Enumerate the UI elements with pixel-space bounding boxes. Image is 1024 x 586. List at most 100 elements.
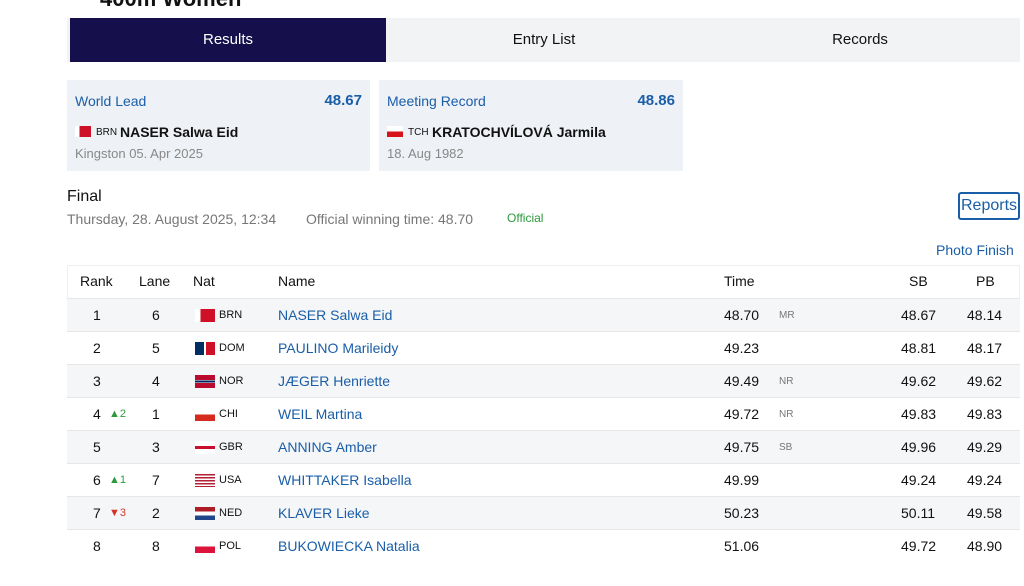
result-row: 8 8 POL BUKOWIECKA Natalia 51.06 49.72 48.90	[67, 529, 1020, 563]
flag	[195, 540, 215, 553]
winning-time: Official winning time: 48.70	[306, 211, 474, 227]
flag	[195, 441, 215, 454]
flag	[75, 126, 91, 137]
tab-results[interactable]: Results	[70, 18, 386, 62]
record-detail: 18. Aug 1982	[387, 146, 464, 161]
column-header: SB	[909, 273, 928, 289]
time: 49.49	[724, 373, 760, 389]
column-header: Time	[724, 273, 755, 289]
column-header: PB	[976, 273, 995, 289]
rank: 2	[93, 340, 101, 356]
record-detail: Kingston 05. Apr 2025	[75, 146, 203, 161]
time: 49.23	[724, 340, 760, 356]
flag	[195, 507, 215, 520]
record-time: 48.86	[637, 92, 675, 109]
season-best: 49.83	[901, 406, 937, 422]
rank: 4	[93, 406, 101, 422]
rank: 5	[93, 439, 101, 455]
athlete-name[interactable]: BUKOWIECKA Natalia	[278, 538, 420, 554]
flag	[195, 375, 215, 388]
lane: 7	[152, 472, 160, 488]
result-row: 7 ▼3 2 NED KLAVER Lieke 50.23 50.11 49.58	[67, 496, 1020, 530]
rank: 7	[93, 505, 101, 521]
time: 49.72	[724, 406, 760, 422]
final-title: Final	[67, 188, 102, 205]
result-row: 6 ▲1 7 USA WHITTAKER Isabella 49.99 49.24 49.24	[67, 463, 1020, 497]
table-header: Rank Lane Nat Name Time SB PB	[67, 265, 1020, 298]
tab-records[interactable]: Records	[832, 31, 888, 48]
athlete-name[interactable]: JÆGER Henriette	[278, 373, 391, 389]
season-best: 49.72	[901, 538, 937, 554]
athlete-name[interactable]: WEIL Martina	[278, 406, 363, 422]
flag	[195, 408, 215, 421]
flag	[195, 342, 215, 355]
season-best: 50.11	[901, 505, 935, 521]
record-time: 48.67	[324, 92, 362, 109]
season-best: 48.67	[901, 307, 937, 323]
column-header: Rank	[80, 273, 113, 289]
athlete-name[interactable]: ANNING Amber	[278, 439, 377, 455]
personal-best: 49.62	[967, 373, 1003, 389]
rank-change: ▼3	[109, 507, 127, 519]
athlete-name[interactable]: WHITTAKER Isabella	[278, 472, 412, 488]
page-title: 400m Women	[100, 0, 241, 12]
nat: POL	[219, 540, 242, 552]
record-card: World Lead 48.67 BRN NASER Salwa Eid Kingsto…	[67, 80, 370, 171]
rank: 3	[93, 373, 101, 389]
lane: 3	[152, 439, 160, 455]
flag	[195, 474, 215, 487]
result-row: 1 6 BRN NASER Salwa Eid 48.70 MR 48.67 48.14	[67, 298, 1020, 332]
rank-change: ▲1	[109, 474, 127, 486]
record-note: NR	[779, 376, 794, 387]
flag	[387, 126, 403, 137]
season-best: 49.24	[901, 472, 937, 488]
tab-entry-list[interactable]: Entry List	[512, 31, 576, 48]
record-name: KRATOCHVÍLOVÁ Jarmila	[432, 124, 606, 140]
athlete-name[interactable]: KLAVER Lieke	[278, 505, 370, 521]
lane: 1	[152, 406, 160, 422]
time: 48.70	[724, 307, 760, 323]
nat: USA	[219, 474, 242, 486]
season-best: 49.96	[901, 439, 937, 455]
result-row: 5 3 GBR ANNING Amber 49.75 SB 49.96 49.29	[67, 430, 1020, 464]
nat: CHI	[219, 408, 238, 420]
rank: 1	[93, 307, 101, 323]
nat: GBR	[219, 441, 243, 453]
time: 49.99	[724, 472, 760, 488]
nat: DOM	[219, 342, 245, 354]
nat: NOR	[219, 375, 244, 387]
column-header: Lane	[139, 273, 171, 289]
photo-finish-link[interactable]: Photo Finish	[936, 242, 1014, 258]
season-best: 49.62	[901, 373, 937, 389]
record-nat: BRN	[96, 127, 118, 138]
athlete-name[interactable]: NASER Salwa Eid	[278, 307, 393, 323]
athlete-name[interactable]: PAULINO Marileidy	[278, 340, 399, 356]
record-card: Meeting Record 48.86 TCH KRATOCHVÍLOVÁ Jarm…	[379, 80, 683, 171]
result-row: 4 ▲2 1 CHI WEIL Martina 49.72 NR 49.83 49.83	[67, 397, 1020, 431]
record-label: World Lead	[75, 93, 147, 109]
nat: BRN	[219, 309, 243, 321]
personal-best: 49.24	[967, 472, 1003, 488]
record-note: SB	[779, 442, 793, 453]
reports-button[interactable]: Reports	[958, 192, 1020, 220]
record-note: MR	[779, 310, 795, 321]
lane: 4	[152, 373, 160, 389]
season-best: 48.81	[901, 340, 937, 356]
record-nat: TCH	[408, 127, 429, 138]
time: 50.23	[724, 505, 760, 521]
result-row: 2 5 DOM PAULINO Marileidy 49.23 48.81 48.17	[67, 331, 1020, 365]
column-header: Nat	[193, 273, 215, 289]
record-note: NR	[779, 409, 794, 420]
nat: NED	[219, 507, 243, 519]
rank-change: ▲2	[109, 408, 127, 420]
lane: 2	[152, 505, 160, 521]
lane: 8	[152, 538, 160, 554]
personal-best: 49.58	[967, 505, 1003, 521]
rank: 6	[93, 472, 101, 488]
time: 51.06	[724, 538, 760, 554]
personal-best: 48.90	[967, 538, 1003, 554]
status: Official	[507, 211, 544, 225]
result-row: 3 4 NOR JÆGER Henriette 49.49 NR 49.62 49.62	[67, 364, 1020, 398]
personal-best: 48.17	[967, 340, 1003, 356]
